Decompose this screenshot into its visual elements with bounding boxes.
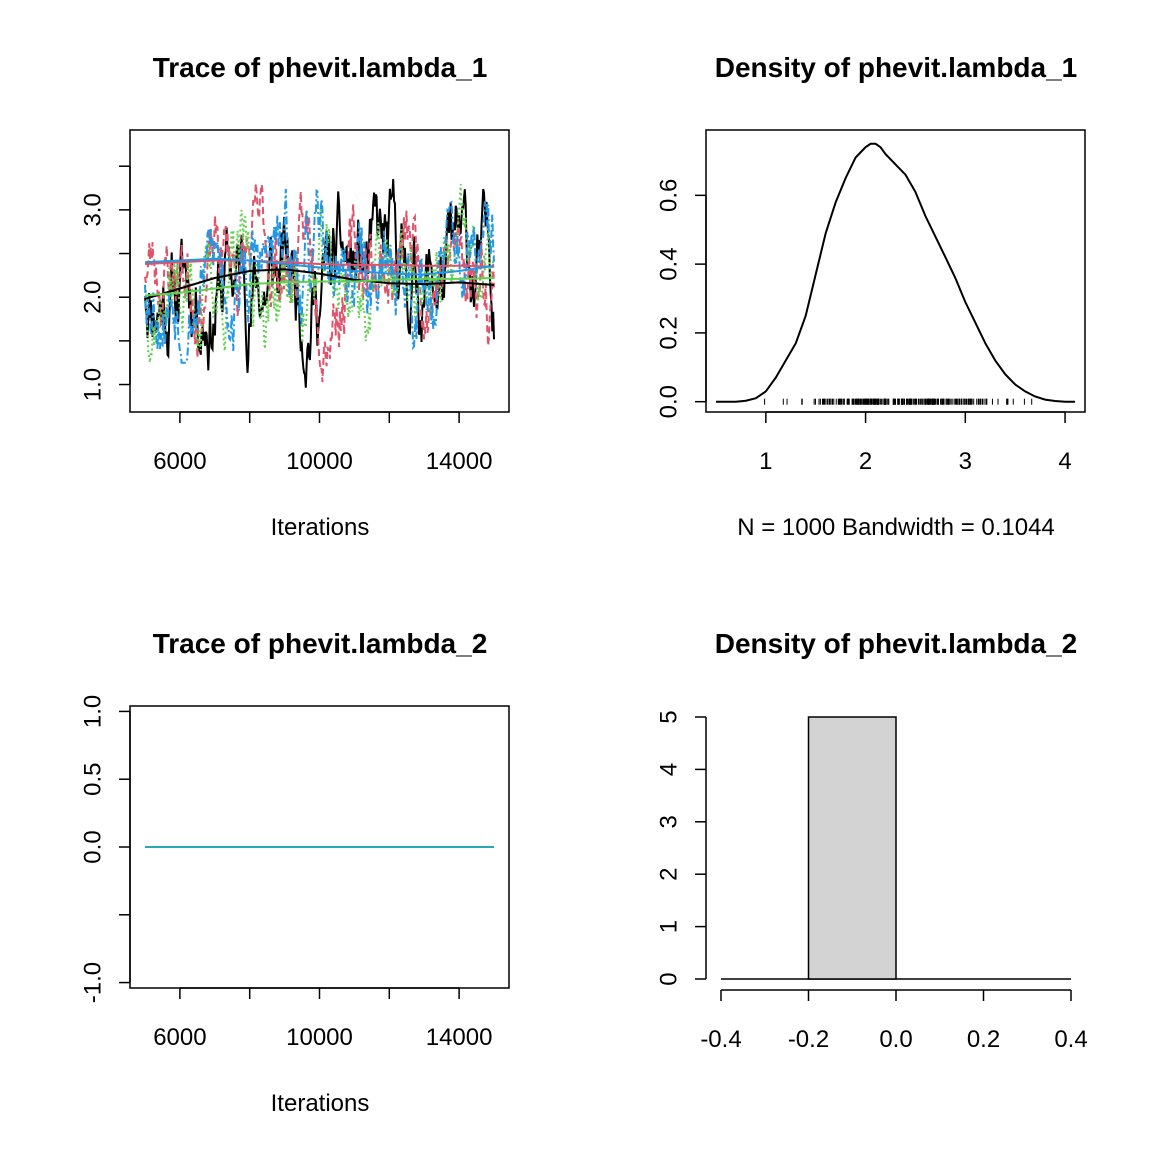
x-tick-label: 0.4: [1054, 1026, 1087, 1053]
density-lambda1-axes: 1 2 3 4 0.0 0.2 0.4 0.6: [656, 179, 1072, 475]
trace-lambda2-xlabel: Iterations: [271, 1090, 370, 1117]
density-lambda1-title: Density of phevit.lambda_1: [715, 52, 1078, 83]
x-tick-label: 1: [759, 448, 772, 475]
trace-series-line-4: [144, 188, 495, 364]
trace-lambda2-axes: 6000 10000 14000 -1.0 0.0 0.5 1.0: [80, 695, 493, 1051]
x-tick-label: 0.0: [879, 1026, 912, 1053]
x-tick-label: 10000: [286, 1024, 353, 1051]
y-tick-label: 3.0: [80, 193, 107, 226]
smooth-line-2: [144, 259, 495, 268]
smooth-line-4: [144, 257, 495, 276]
density-curve: [716, 142, 1075, 403]
trace-lambda2-title: Trace of phevit.lambda_2: [153, 628, 488, 659]
x-tick-label: 14000: [426, 448, 493, 475]
density-lambda1-xlabel: N = 1000 Bandwidth = 0.1044: [737, 514, 1055, 541]
trace-lambda1-panel: Trace of phevit.lambda_1 Iterations 6000…: [80, 52, 510, 541]
trace-lambda1-smooth-lines: [144, 257, 495, 300]
density-lambda1-plot-box: [705, 129, 1086, 413]
y-tick-label: 1.0: [80, 368, 107, 401]
x-tick-label: 10000: [286, 448, 353, 475]
smooth-line-1: [144, 268, 495, 300]
x-tick-label: -0.4: [700, 1026, 741, 1053]
x-tick-label: 0.2: [967, 1026, 1000, 1053]
density-lambda1-curve-group: [716, 142, 1075, 403]
y-tick-label: 1: [656, 920, 683, 933]
x-tick-label: 6000: [153, 448, 206, 475]
density-lambda2-bars: [721, 716, 1071, 980]
y-tick-label: 0.2: [656, 316, 683, 349]
y-tick-label: 2.0: [80, 281, 107, 314]
trace-lambda2-plot-box: [129, 705, 510, 989]
y-tick-label: 1.0: [80, 695, 107, 728]
y-tick-label: 4: [656, 763, 683, 776]
density-lambda2-panel: Density of phevit.lambda_2 -0.4 -0.2 0.0 0.…: [656, 628, 1088, 1053]
y-tick-label: 0.6: [656, 179, 683, 212]
y-tick-label: 3: [656, 815, 683, 828]
histogram-bar: [807, 716, 897, 980]
y-tick-label: 2: [656, 868, 683, 881]
y-tick-label: 0.4: [656, 247, 683, 280]
y-tick-label: -1.0: [80, 962, 107, 1003]
density-lambda2-axes: -0.4 -0.2 0.0 0.2 0.4 0 1 2 3 4 5: [656, 710, 1088, 1053]
x-tick-label: 3: [959, 448, 972, 475]
y-tick-label: 0.0: [80, 830, 107, 863]
density-lambda1-panel: Density of phevit.lambda_1 N = 1000 Band…: [656, 52, 1086, 541]
trace-lambda1-title: Trace of phevit.lambda_1: [153, 52, 488, 83]
density-lambda2-title: Density of phevit.lambda_2: [715, 628, 1078, 659]
x-tick-label: 2: [859, 448, 872, 475]
x-tick-label: 4: [1058, 448, 1071, 475]
x-tick-label: 14000: [426, 1024, 493, 1051]
y-tick-label: 5: [656, 710, 683, 723]
y-tick-label: 0: [656, 972, 683, 985]
y-tick-label: 0.5: [80, 763, 107, 796]
trace-lambda1-plot-box: [129, 129, 510, 413]
density-lambda1-rug: [764, 398, 1033, 405]
y-tick-label: 0.0: [656, 385, 683, 418]
x-tick-label: 6000: [153, 1024, 206, 1051]
x-tick-label: -0.2: [788, 1026, 829, 1053]
trace-lambda2-panel: Trace of phevit.lambda_2 Iterations 6000…: [80, 628, 510, 1117]
trace-lambda1-xlabel: Iterations: [271, 514, 370, 541]
smooth-line-3: [144, 277, 495, 297]
